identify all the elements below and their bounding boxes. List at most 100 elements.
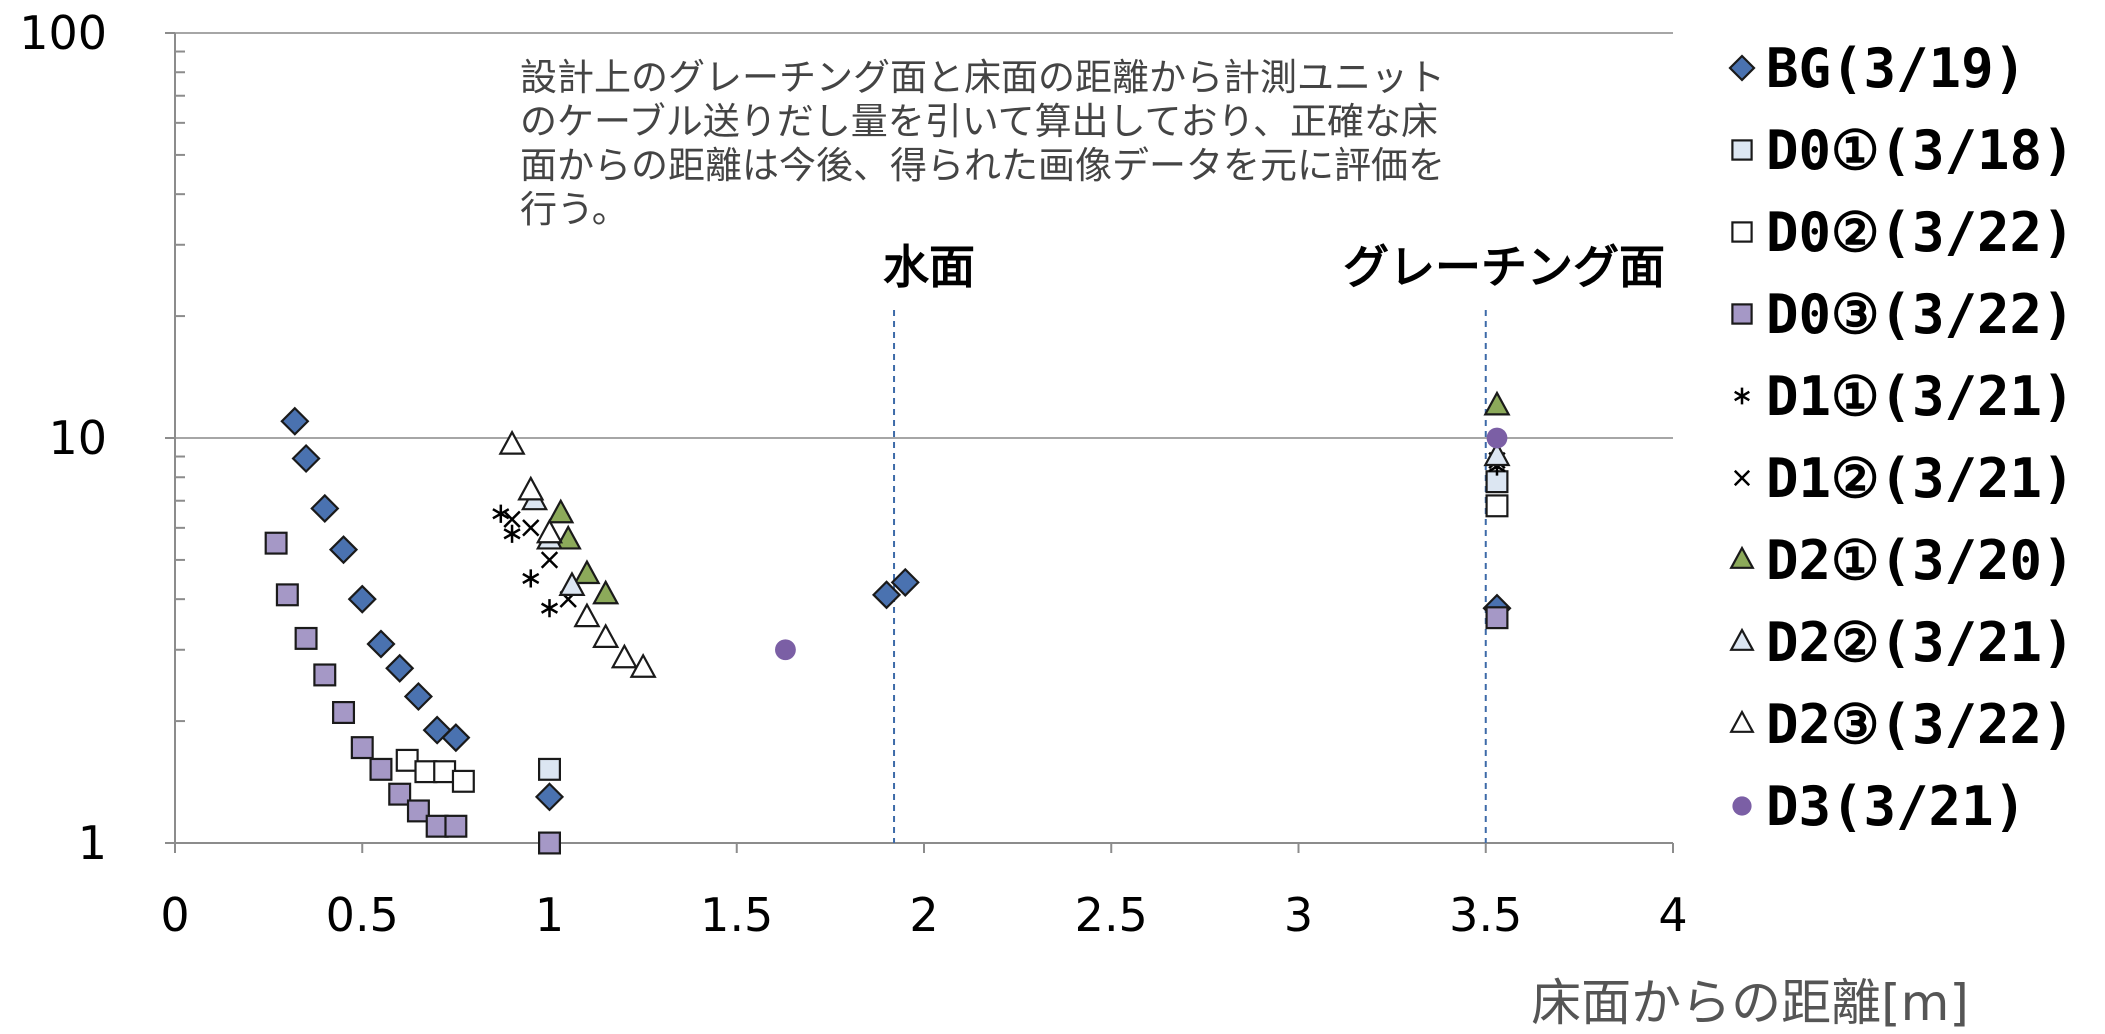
data-point — [441, 723, 471, 753]
note-line: 行う。 — [520, 188, 629, 231]
legend-item: BG(3/19) — [1728, 37, 2026, 100]
data-point — [422, 715, 452, 745]
series — [503, 451, 1506, 608]
data-point — [310, 493, 340, 523]
data-point — [534, 782, 565, 812]
data-point — [610, 643, 638, 669]
data-point — [347, 584, 377, 614]
data-point — [522, 519, 540, 537]
data-point — [537, 757, 561, 781]
data-point — [517, 475, 545, 501]
x-tick-label: 3 — [1284, 888, 1313, 942]
y-tick-label: 100 — [19, 6, 107, 60]
legend-marker — [1731, 139, 1753, 161]
legend-item: D3(3/21) — [1732, 775, 2026, 838]
data-point — [537, 831, 561, 855]
reference-line-label: 水面 — [883, 240, 975, 294]
data-point — [558, 571, 586, 596]
series — [537, 470, 1509, 781]
series — [280, 406, 1512, 812]
note-line: 設計上のグレーチング面と床面の距離から計測ユニット — [520, 56, 1445, 99]
data-point — [629, 653, 657, 678]
x-axis-label: 床面からの距離[m] — [1531, 974, 1969, 1032]
data-point — [451, 769, 475, 793]
legend-item: D0②(3/22) — [1731, 201, 2075, 264]
legend-label: D1①(3/21) — [1766, 365, 2075, 428]
data-point — [406, 799, 430, 823]
data-point — [444, 814, 468, 838]
data-point — [592, 579, 620, 605]
data-point — [522, 569, 540, 588]
data-point — [535, 518, 564, 544]
data-point — [890, 567, 920, 597]
data-point — [573, 559, 601, 585]
legend-item: D0③(3/22) — [1731, 283, 2075, 346]
data-point — [592, 623, 620, 648]
data-point — [294, 626, 318, 650]
data-point — [1485, 606, 1509, 630]
data-point — [498, 429, 526, 455]
legend-label: D1②(3/21) — [1766, 447, 2075, 510]
data-point — [1483, 441, 1511, 467]
x-tick-label: 0 — [160, 888, 189, 942]
data-point — [1483, 390, 1511, 416]
legend-label: D3(3/21) — [1766, 775, 2026, 838]
legend-marker — [1729, 545, 1755, 569]
legend-marker — [1729, 709, 1755, 733]
legend-marker — [1729, 627, 1755, 651]
legend-label: D2②(3/21) — [1766, 611, 2075, 674]
reference-lines: 水面 グレーチング面 — [883, 240, 1665, 843]
data-point — [871, 580, 902, 610]
series — [775, 427, 1508, 661]
legend-item: D2③(3/22) — [1729, 693, 2075, 756]
legend-label: D0①(3/18) — [1766, 119, 2075, 182]
x-tick-label: 4 — [1658, 888, 1687, 942]
x-tick-label: 2 — [909, 888, 938, 942]
data-point — [1486, 427, 1508, 449]
data-point — [332, 701, 356, 725]
data-point — [328, 535, 359, 565]
legend: BG(3/19) D0①(3/18) D0②(3/22) D0③(3/22) D1①(3… — [1728, 37, 2075, 838]
series — [395, 494, 1509, 793]
series — [264, 531, 1509, 855]
data-point — [369, 757, 393, 781]
y-tick-label: 1 — [78, 816, 107, 870]
x-tick-label: 1 — [535, 888, 564, 942]
legend-marker — [1731, 221, 1753, 243]
data-point — [350, 736, 374, 760]
legend-item: D1②(3/21) — [1733, 447, 2075, 510]
legend-label: D0②(3/22) — [1766, 201, 2075, 264]
data-point — [313, 663, 337, 687]
series — [520, 441, 1511, 596]
data-point — [1485, 494, 1509, 518]
data-point — [573, 602, 601, 628]
data-point — [492, 504, 510, 523]
data-point — [503, 510, 521, 528]
annotation-note: 設計上のグレーチング面と床面の距離から計測ユニットのケーブル送りだし量を引いて算… — [520, 56, 1445, 231]
legend-item: D2②(3/21) — [1729, 611, 2075, 674]
data-point — [264, 531, 288, 555]
data-point — [775, 639, 796, 661]
x-tick-label: 3.5 — [1449, 888, 1522, 942]
axes: 1 10 100 0 0.5 1 1.5 2 2.5 3 3.5 4 — [19, 6, 1687, 942]
legend-marker — [1732, 796, 1752, 816]
series — [498, 429, 657, 678]
x-tick-label: 1.5 — [700, 888, 773, 942]
series — [492, 457, 1506, 618]
legend-marker — [1733, 469, 1751, 487]
legend-item: D1①(3/21) — [1734, 365, 2075, 428]
legend-marker — [1728, 54, 1756, 82]
data-point — [280, 406, 310, 436]
reference-line-label: グレーチング面 — [1343, 240, 1665, 294]
legend-marker — [1731, 303, 1753, 325]
data-point — [503, 524, 521, 543]
legend-item: D2①(3/20) — [1729, 529, 2075, 592]
legend-label: D2①(3/20) — [1766, 529, 2075, 592]
x-tick-label: 0.5 — [326, 888, 399, 942]
data-point — [540, 599, 559, 618]
note-line: 面からの距離は今後、得られた画像データを元に評価を — [520, 144, 1445, 187]
series — [547, 390, 1511, 605]
data-point — [275, 583, 299, 607]
data-points — [264, 390, 1512, 855]
